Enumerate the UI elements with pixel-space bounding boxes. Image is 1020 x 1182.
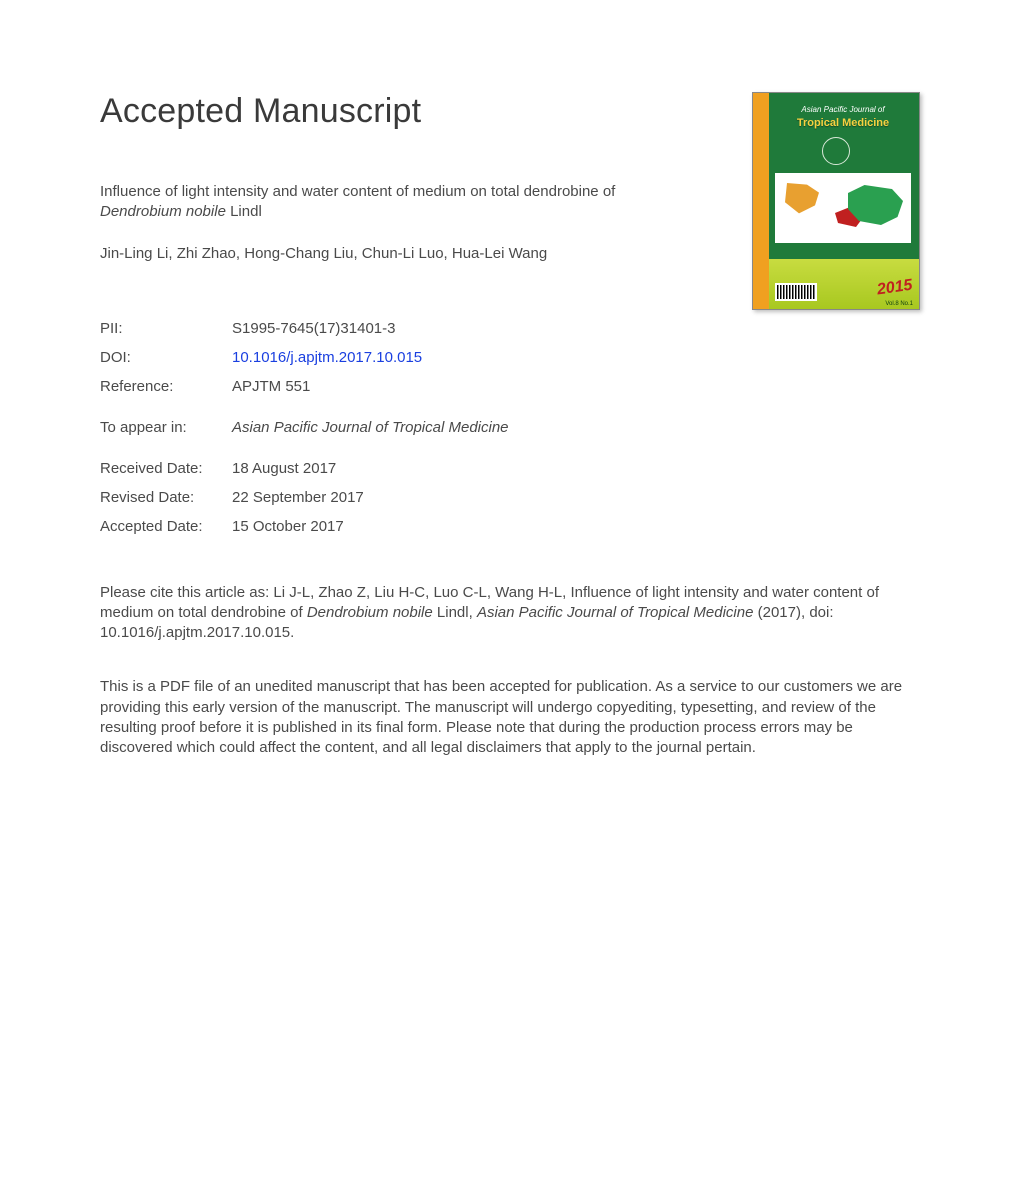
title-block: Influence of light intensity and water c… — [100, 182, 690, 262]
citation-text: Please cite this article as: Li J-L, Zha… — [100, 583, 900, 644]
meta-row-accepted: Accepted Date: 15 October 2017 — [100, 518, 920, 535]
manuscript-page: Accepted Manuscript Asian Pacific Journa… — [0, 0, 1020, 758]
title-species: Dendrobium nobile — [100, 203, 226, 220]
cover-title: Tropical Medicine — [773, 117, 913, 129]
accepted-value: 15 October 2017 — [232, 518, 344, 535]
meta-row-appear: To appear in: Asian Pacific Journal of T… — [100, 419, 920, 436]
meta-row-reference: Reference: APJTM 551 — [100, 378, 920, 395]
meta-row-pii: PII: S1995-7645(17)31401-3 — [100, 320, 920, 337]
accepted-label: Accepted Date: — [100, 518, 232, 535]
meta-row-revised: Revised Date: 22 September 2017 — [100, 489, 920, 506]
cover-globe-icon — [822, 137, 850, 165]
received-label: Received Date: — [100, 460, 232, 477]
cover-volume: Vol.8 No.1 — [885, 301, 913, 307]
citation-species: Dendrobium nobile — [307, 604, 433, 621]
cover-worldmap — [775, 173, 911, 243]
citation-part2: Lindl, — [433, 604, 477, 621]
reference-value: APJTM 551 — [232, 378, 310, 395]
citation-journal: Asian Pacific Journal of Tropical Medici… — [477, 604, 754, 621]
page-heading: Accepted Manuscript — [100, 92, 421, 131]
doi-label: DOI: — [100, 349, 232, 366]
revised-value: 22 September 2017 — [232, 489, 364, 506]
doi-link[interactable]: 10.1016/j.apjtm.2017.10.015 — [232, 349, 422, 366]
journal-cover-thumbnail: Asian Pacific Journal of Tropical Medici… — [752, 92, 920, 310]
meta-row-doi: DOI: 10.1016/j.apjtm.2017.10.015 — [100, 349, 920, 366]
cover-map-region — [835, 207, 865, 227]
cover-barcode-icon — [775, 283, 817, 301]
article-title: Influence of light intensity and water c… — [100, 182, 690, 223]
cover-spine — [753, 93, 769, 309]
author-list: Jin-Ling Li, Zhi Zhao, Hong-Chang Liu, C… — [100, 245, 690, 262]
revised-label: Revised Date: — [100, 489, 232, 506]
pii-value: S1995-7645(17)31401-3 — [232, 320, 395, 337]
disclaimer-text: This is a PDF file of an unedited manusc… — [100, 677, 912, 758]
metadata-table: PII: S1995-7645(17)31401-3 DOI: 10.1016/… — [100, 320, 920, 535]
meta-row-received: Received Date: 18 August 2017 — [100, 460, 920, 477]
title-text-1: Influence of light intensity and water c… — [100, 183, 615, 200]
appear-value: Asian Pacific Journal of Tropical Medici… — [232, 419, 509, 436]
received-value: 18 August 2017 — [232, 460, 336, 477]
title-text-2: Lindl — [226, 203, 262, 220]
cover-subtitle: Asian Pacific Journal of — [773, 105, 913, 114]
reference-label: Reference: — [100, 378, 232, 395]
pii-label: PII: — [100, 320, 232, 337]
appear-label: To appear in: — [100, 419, 232, 436]
